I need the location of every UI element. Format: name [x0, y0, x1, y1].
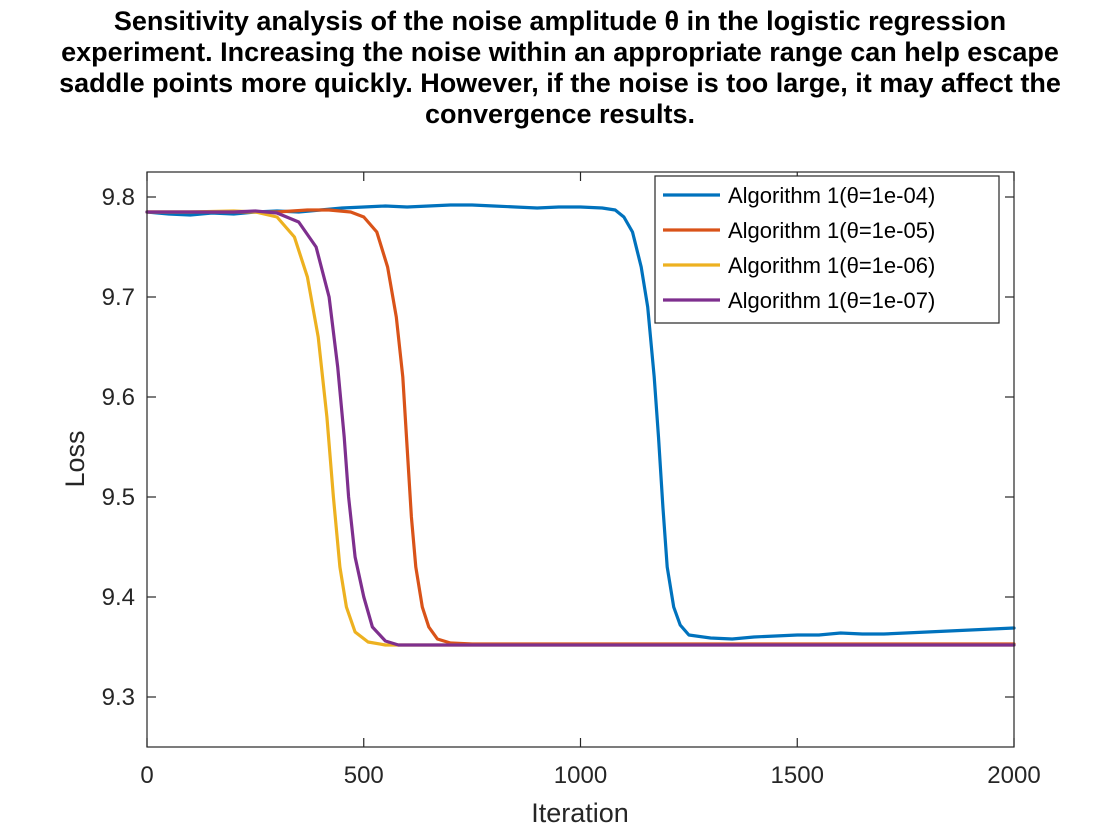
x-tick-label: 2000 — [987, 762, 1040, 789]
x-tick-label: 1500 — [771, 762, 824, 789]
x-axis-label: Iteration — [531, 798, 629, 828]
series-layer — [145, 203, 1016, 647]
chart-title: Sensitivity analysis of the noise amplit… — [59, 6, 1061, 129]
y-tick-label: 9.5 — [102, 484, 135, 511]
y-axis-label: Loss — [60, 430, 90, 487]
x-tick-label: 0 — [140, 762, 153, 789]
legend-label-3: Algorithm 1(θ=1e-06) — [728, 253, 935, 278]
legend: Algorithm 1(θ=1e-04) Algorithm 1(θ=1e-05)… — [654, 175, 1000, 324]
ticks-layer: 0 500 1000 1500 2000 9.3 9.4 9.5 9.6 9.7 9.8 — [102, 172, 1041, 789]
x-tick-label: 1000 — [554, 762, 607, 789]
y-tick-label: 9.7 — [102, 284, 135, 311]
x-tick-label: 500 — [344, 762, 384, 789]
legend-label-4: Algorithm 1(θ=1e-07) — [728, 288, 935, 313]
legend-label-1: Algorithm 1(θ=1e-04) — [728, 183, 935, 208]
y-tick-label: 9.6 — [102, 384, 135, 411]
y-tick-label: 9.8 — [102, 184, 135, 211]
legend-label-2: Algorithm 1(θ=1e-05) — [728, 218, 935, 243]
y-tick-label: 9.4 — [102, 584, 135, 611]
series-line-4 — [145, 209, 1016, 647]
y-tick-label: 9.3 — [102, 684, 135, 711]
